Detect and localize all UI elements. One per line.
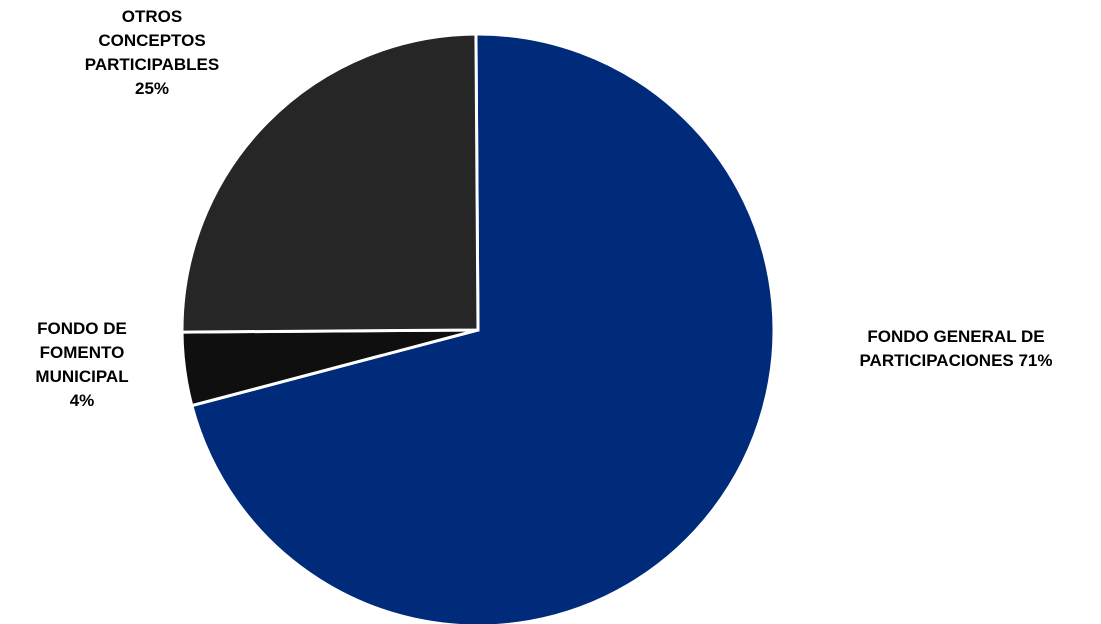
pie-slices — [180, 32, 776, 624]
slice-label-line: CONCEPTOS — [98, 31, 205, 50]
pie-labels: FONDO GENERAL DE PARTICIPACIONES 71%FONDO… — [35, 7, 1052, 410]
pie-slice-0 — [189, 32, 776, 624]
slice-label-0: FONDO GENERAL DE PARTICIPACIONES 71% — [859, 327, 1052, 370]
pie-slice-2 — [180, 32, 480, 334]
slice-label-1: FONDO DE FOMENTO MUNICIPAL 4% — [35, 319, 128, 410]
slice-label-line: FOMENTO — [40, 343, 125, 362]
slice-label-line: PARTICIPABLES — [85, 55, 219, 74]
slice-label-line: PARTICIPACIONES 71% — [859, 351, 1052, 370]
slice-label-line: MUNICIPAL — [35, 367, 128, 386]
slice-label-2: OTROS CONCEPTOS PARTICIPABLES 25% — [85, 7, 219, 98]
slice-label-line: 4% — [70, 391, 95, 410]
slice-label-line: OTROS — [122, 7, 182, 26]
slice-label-line: FONDO DE — [37, 319, 127, 338]
slice-label-line: 25% — [135, 79, 169, 98]
slice-label-line: FONDO GENERAL DE — [867, 327, 1044, 346]
